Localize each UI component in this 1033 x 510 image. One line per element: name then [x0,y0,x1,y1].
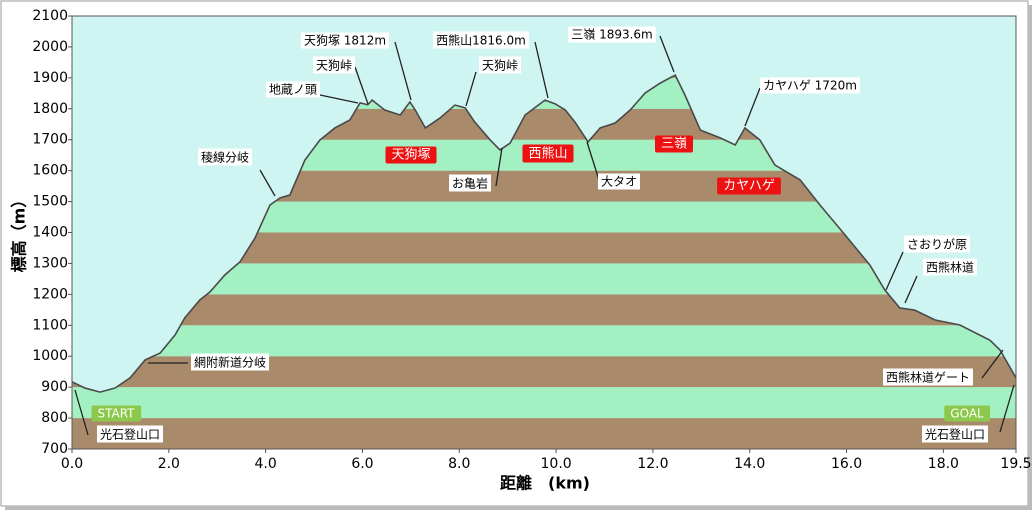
x-tick-label: 8.0 [448,456,470,472]
y-tick-label: 1000 [32,348,68,364]
annotation: 天狗塚 1812m [304,34,386,48]
callout-box [903,235,971,253]
y-tick-label: 1300 [32,255,68,271]
annotation: カヤハゲ 1720m [763,79,857,93]
callout-box [921,425,989,443]
elevation-band [72,325,1016,357]
y-tick-label: 1600 [32,163,68,179]
x-tick-label: 18.0 [928,456,959,472]
callout-box [265,81,321,98]
x-tick-label: 10.0 [541,456,572,472]
callout-box [882,368,974,386]
callout-box [197,148,253,166]
callout-line [319,94,359,104]
elevation-band [72,387,1016,419]
profile-line [71,73,1017,393]
endpoint-label: START [97,407,135,421]
x-tick-label: 12.0 [637,456,668,472]
callout-line [586,141,600,181]
callout-box [433,31,529,49]
callout-box [190,353,270,371]
annotation: 西熊林道ゲート [886,370,970,385]
endpoint-label: GOAL [950,407,984,421]
annotation: 三嶺 1893.6m [571,28,653,42]
y-tick-label: 1200 [32,286,68,302]
annotation: 光石登山口 [100,427,160,442]
peak-label: 西熊山 [528,146,567,162]
annotation: お亀岩 [452,176,488,191]
x-tick-label: 0.0 [61,456,83,472]
peak-label-box [522,144,574,163]
y-tick-label: 2100 [32,8,68,24]
elevation-band [72,418,1016,449]
callout-line [465,71,477,107]
peak-label: 天狗塚 [391,148,430,163]
x-axis-label: 距離 (km) [500,474,590,493]
y-tick-label: 2000 [32,39,68,55]
callout-box [300,32,390,49]
y-tick-label: 1400 [32,225,68,241]
x-tick-label: 4.0 [255,456,277,472]
callout-box [448,174,492,192]
callout-line [74,389,89,436]
peak-label: 三嶺 [661,137,687,152]
callout-line [744,87,761,127]
callout-box [568,26,656,43]
callout-box [96,425,164,443]
annotation: 天狗峠 [482,58,518,73]
callout-line [904,275,918,304]
x-tick-label: 2.0 [158,456,180,472]
callout-box [922,258,978,276]
peak-label-box [654,135,694,153]
y-axis-label: 標高（m） [10,192,29,273]
callout-line [394,41,412,101]
callout-line [999,384,1015,433]
elevation-band [72,294,1016,326]
callout-line [885,251,904,291]
annotation: 光石登山口 [925,427,985,442]
x-tick-label: 19.5 [1000,456,1031,472]
y-tick-label: 800 [41,410,68,426]
annotation: 西熊山1816.0m [436,33,526,48]
y-tick-label: 1900 [32,70,68,86]
annotation: 網附新道分岐 [194,355,266,370]
endpoint-label-box [91,405,142,422]
annotation: 稜線分岐 [201,150,249,165]
endpoint-label-box [944,405,991,422]
annotation: 地蔵ノ頭 [269,83,317,97]
callout-box [760,77,860,94]
callout-line [259,169,276,197]
callout-line [659,35,675,73]
callout-line [354,66,369,105]
callout-line [495,147,503,187]
frame-shadow [5,506,1032,510]
y-tick-label: 700 [41,441,68,457]
annotation: 西熊林道 [926,260,974,275]
callout-box [312,56,356,74]
annotation: 天狗峠 [316,58,352,73]
x-tick-label: 16.0 [831,456,862,472]
y-tick-label: 900 [41,379,68,395]
peak-label-box [385,146,437,164]
callout-box [478,56,522,74]
callout-line [981,349,1004,379]
y-tick-label: 1500 [32,194,68,210]
peak-label-box [717,177,781,195]
annotation: さおりが原 [907,237,967,252]
x-tick-label: 14.0 [734,456,765,472]
y-tick-label: 1800 [32,101,68,117]
callout-box [597,173,641,190]
callout-line [534,41,549,99]
peak-label: カヤハゲ [723,179,775,194]
frame-shadow [1028,5,1032,509]
annotation: 大タオ [601,175,637,189]
x-tick-label: 6.0 [351,456,373,472]
y-tick-label: 1100 [32,317,68,333]
y-tick-label: 1700 [32,132,68,148]
